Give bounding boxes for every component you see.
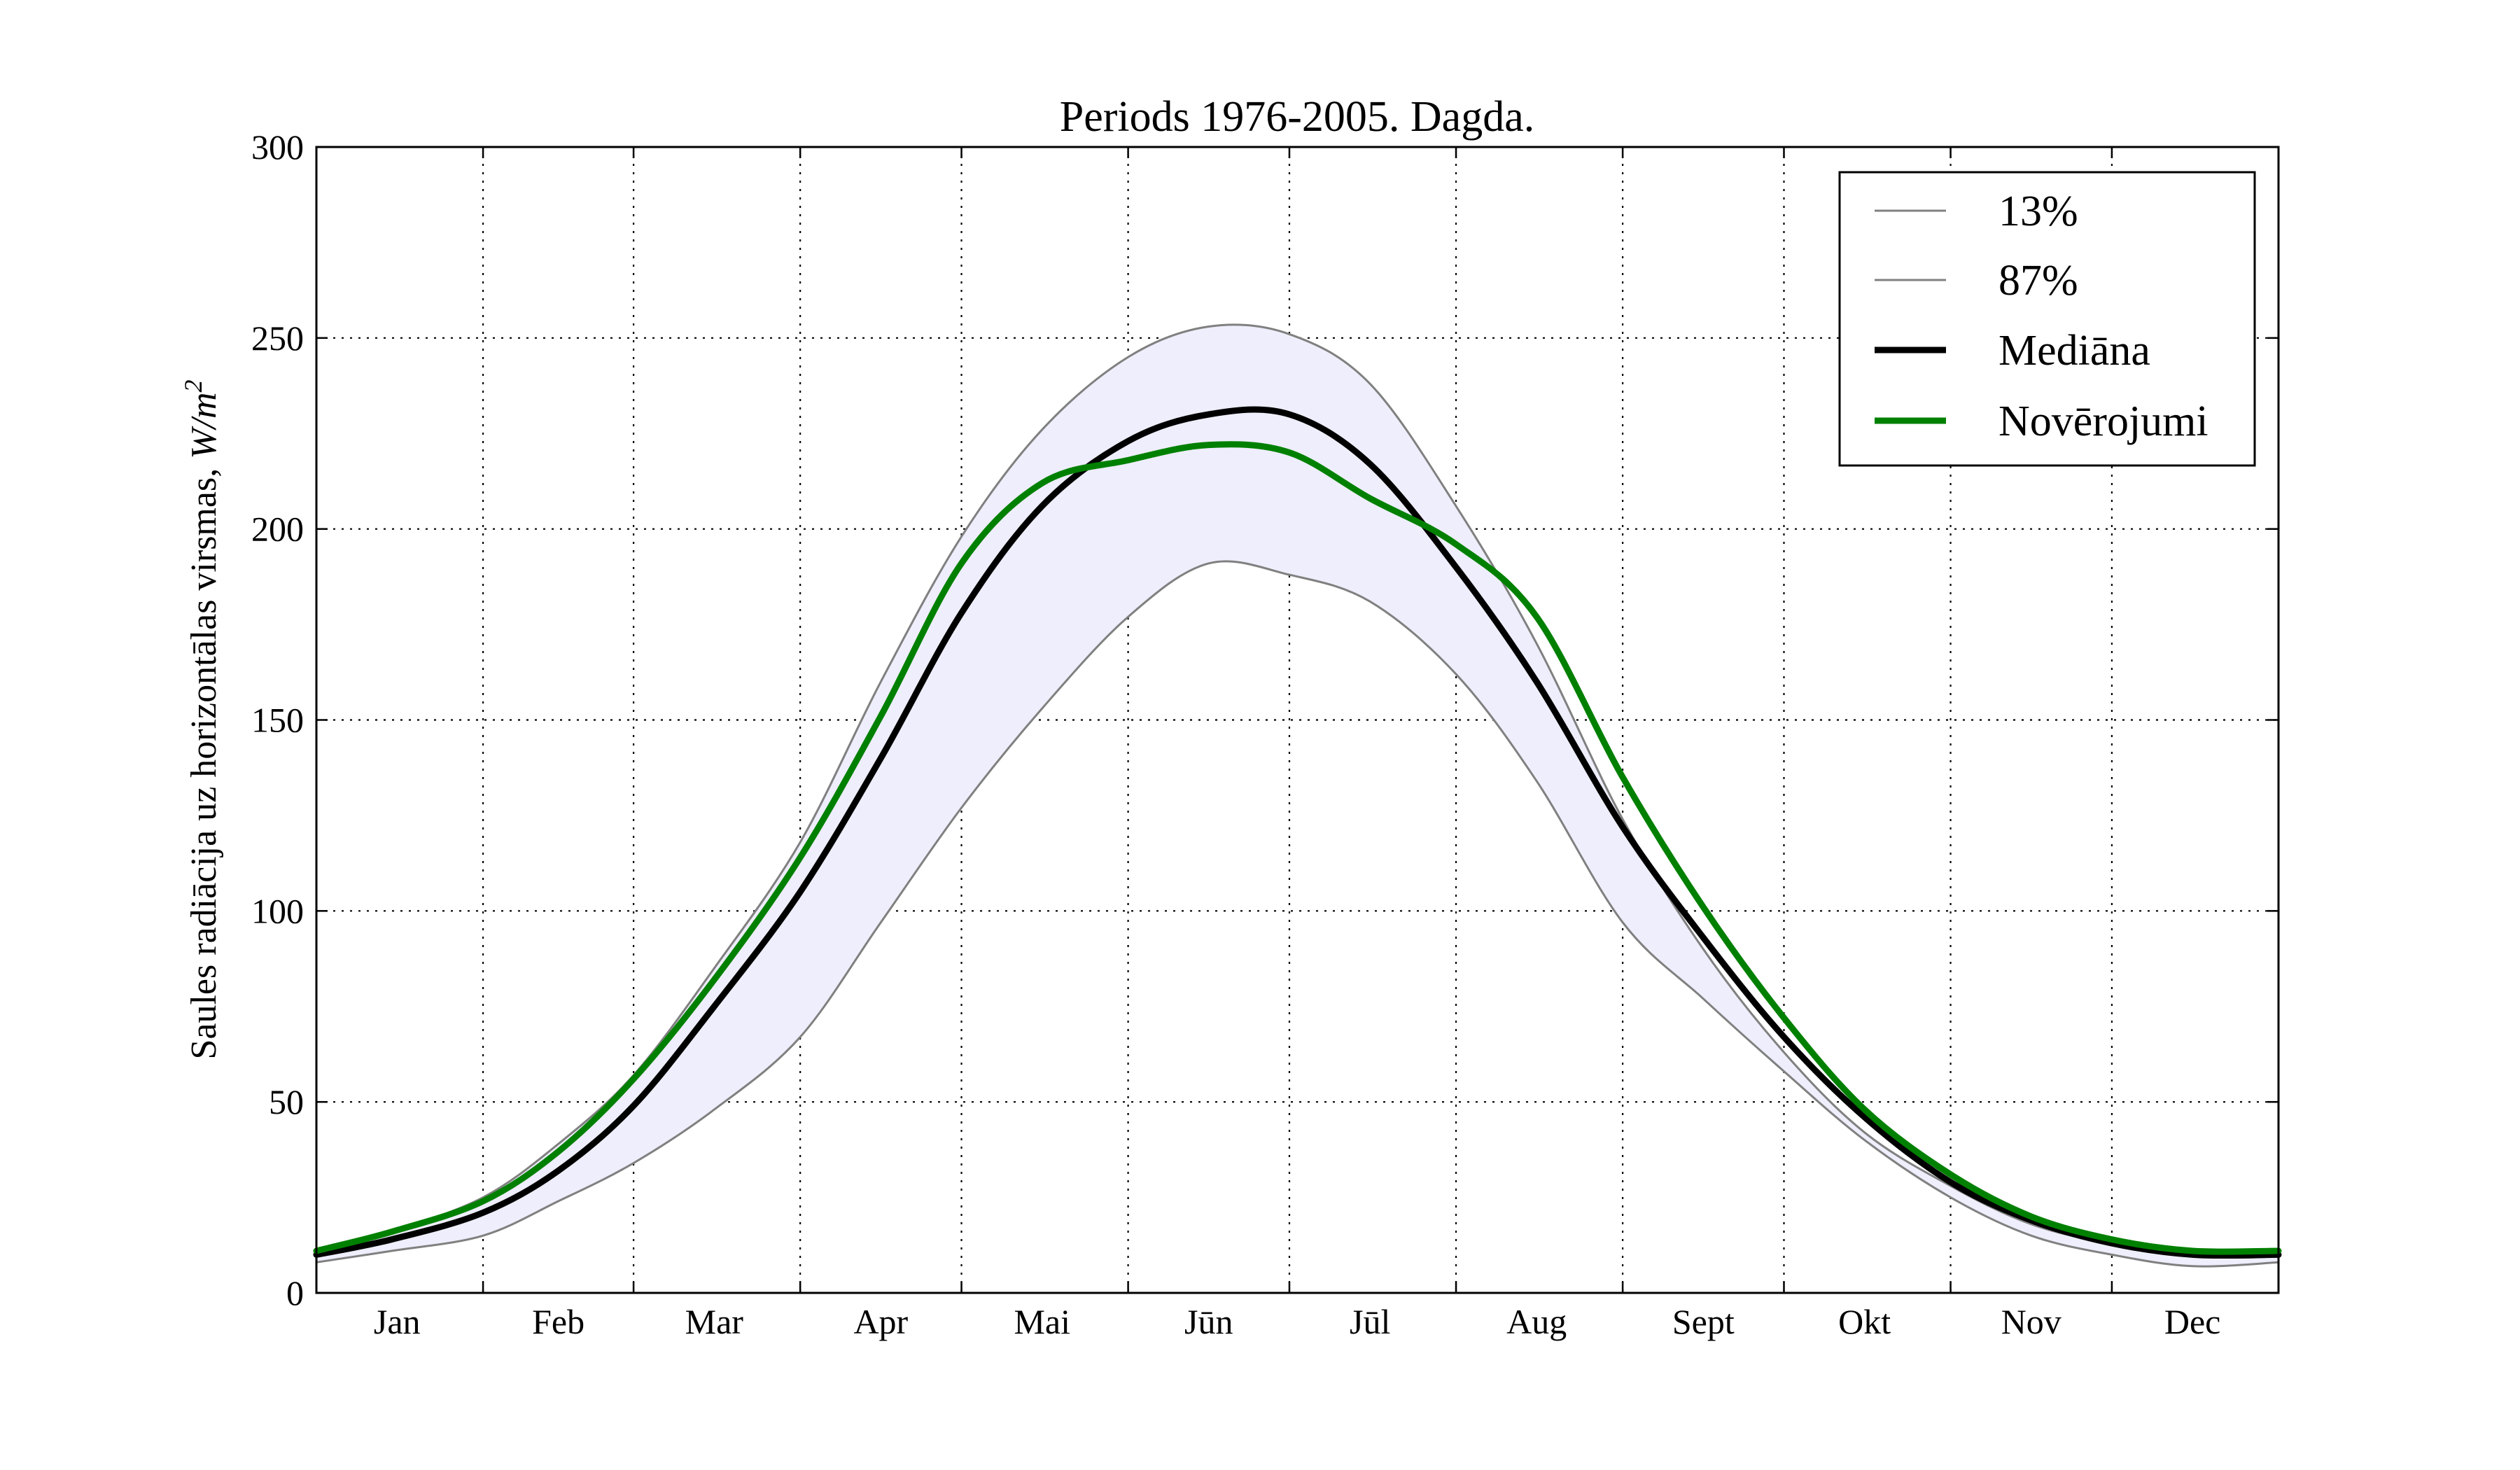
- legend-label: 13%: [1998, 188, 2078, 235]
- x-tick-label: Jūn: [1184, 1302, 1233, 1341]
- x-tick-label: Jūl: [1350, 1302, 1390, 1341]
- x-tick-label: Nov: [2001, 1302, 2062, 1341]
- series-line-2: [313, 406, 2282, 1259]
- y-tick-label: 0: [286, 1273, 304, 1312]
- y-tick-label: 100: [251, 891, 304, 930]
- x-tick-label: Jan: [374, 1302, 421, 1341]
- legend-box: [1838, 171, 2256, 467]
- y-tick-label: 150: [251, 701, 304, 740]
- series-line-1: [315, 323, 2280, 1256]
- band-area: [316, 324, 2278, 1267]
- x-tick-label: Apr: [853, 1302, 908, 1341]
- chart-title: Periods 1976-2005. Dagda.: [1060, 93, 1534, 141]
- x-tick-label: Mai: [1014, 1302, 1070, 1341]
- y-tick-label: 50: [269, 1082, 304, 1121]
- x-tick-label: Mar: [685, 1302, 744, 1341]
- x-tick-label: Dec: [2164, 1302, 2221, 1341]
- legend-label: Novērojumi: [1998, 398, 2208, 445]
- percentile-band: [316, 324, 2278, 1267]
- legend-label: 87%: [1998, 257, 2078, 304]
- y-axis: 0 50 100 150 200 250 300: [251, 127, 2278, 1312]
- legend: 13% 87% Mediāna Novērojumi: [1838, 171, 2256, 467]
- y-tick-label: 300: [251, 127, 304, 167]
- x-tick-label: Sept: [1672, 1302, 1735, 1341]
- series-line-0: [315, 560, 2280, 1268]
- legend-label: Mediāna: [1998, 327, 2150, 374]
- x-axis: Jan Feb Mar Apr Mai Jūn Jūl Aug Sept Okt Nov Dec: [374, 147, 2221, 1341]
- series-lines: [313, 323, 2282, 1268]
- y-axis-label: Saules radiācija uz horizontālas virsmas…: [179, 379, 224, 1059]
- series-line-3: [313, 441, 2282, 1255]
- x-tick-label: Aug: [1506, 1302, 1567, 1341]
- x-tick-label: Okt: [1838, 1302, 1891, 1341]
- x-tick-label: Feb: [532, 1302, 584, 1341]
- y-tick-label: 200: [251, 510, 304, 549]
- y-tick-label: 250: [251, 318, 304, 358]
